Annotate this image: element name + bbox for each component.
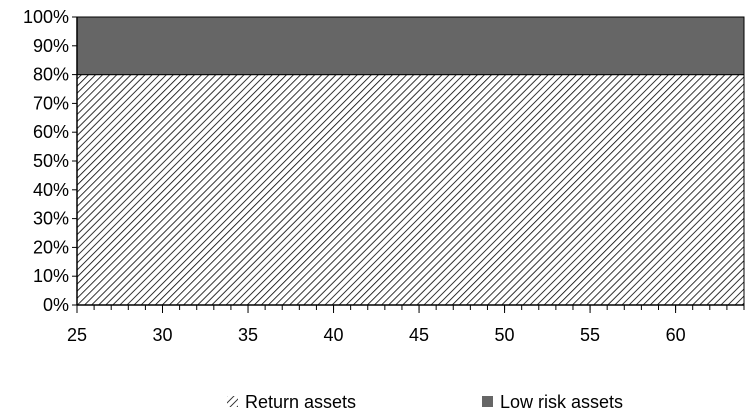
y-axis-ticks: 0% 10% 20% 30% 40% 50% 60% 70% 80% 90% 100%	[23, 7, 77, 315]
legend-label-low-risk-assets: Low risk assets	[500, 392, 623, 412]
low-risk-assets-area	[76, 16, 745, 76]
y-tick-label: 20%	[33, 237, 69, 257]
x-tick-label: 35	[238, 325, 258, 345]
y-tick-label: 70%	[33, 93, 69, 113]
x-tick-label: 40	[324, 325, 344, 345]
x-tick-label: 25	[67, 325, 87, 345]
y-tick-label: 10%	[33, 266, 69, 286]
legend-swatch-low-risk-assets	[482, 396, 493, 407]
legend: Return assets Low risk assets	[227, 392, 623, 412]
return-assets-area	[76, 74, 745, 306]
legend-label-return-assets: Return assets	[245, 392, 356, 412]
plot-areas	[76, 16, 745, 306]
x-axis-ticks: 25 30 35 40 45 50 55 60	[67, 305, 745, 345]
y-tick-label: 40%	[33, 180, 69, 200]
y-tick-label: 80%	[33, 65, 69, 85]
x-tick-label: 50	[495, 325, 515, 345]
y-tick-label: 0%	[43, 295, 69, 315]
x-tick-label: 55	[580, 325, 600, 345]
x-tick-label: 30	[152, 325, 172, 345]
y-tick-label: 90%	[33, 36, 69, 56]
y-tick-label: 30%	[33, 209, 69, 229]
legend-swatch-return-assets	[227, 396, 238, 407]
y-tick-label: 60%	[33, 122, 69, 142]
y-tick-label: 50%	[33, 151, 69, 171]
x-tick-label: 60	[666, 325, 686, 345]
x-tick-label: 45	[409, 325, 429, 345]
y-tick-label: 100%	[23, 7, 69, 27]
